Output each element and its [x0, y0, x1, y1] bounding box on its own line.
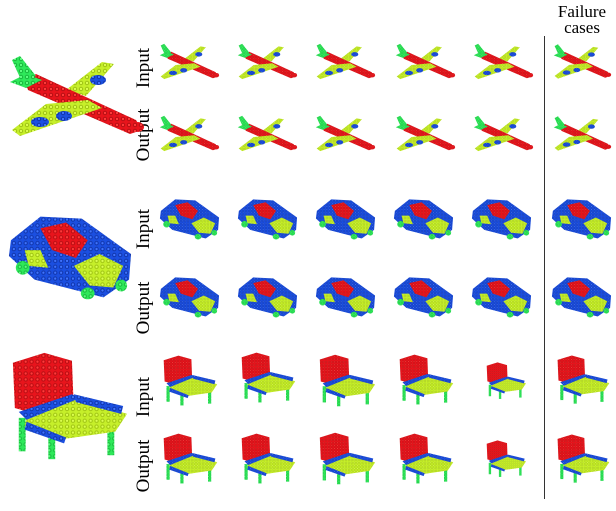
- airplane-output-thumb: [395, 115, 456, 152]
- chair-output-thumb: [163, 433, 218, 484]
- car-output-thumb: [237, 277, 298, 318]
- car-output-thumb: [159, 277, 220, 318]
- car-failure-output-thumb: [551, 277, 612, 318]
- chair-output-thumb: [486, 440, 526, 477]
- car-output-thumb: [315, 277, 376, 318]
- chair-input-thumb: [319, 354, 376, 407]
- chair-failure-output-thumb: [557, 434, 610, 483]
- car-input-thumb: [393, 199, 454, 240]
- car-input-thumb: [237, 199, 298, 240]
- car-output-thumb: [471, 277, 532, 318]
- failure-header-line1: Failure: [557, 2, 607, 21]
- airplane-failure-output-thumb: [553, 116, 612, 151]
- car-input-label: Input: [133, 208, 154, 250]
- chair-input-thumb: [486, 362, 526, 399]
- airplane-input-thumb: [315, 43, 376, 80]
- airplane-output-thumb: [473, 115, 534, 152]
- failure-cases-header: Failure cases: [548, 2, 616, 37]
- chair-output-thumb: [241, 433, 296, 484]
- airplane-input-thumb: [473, 43, 534, 80]
- airplane-output-thumb: [315, 115, 376, 152]
- airplane-output-thumb: [159, 115, 220, 152]
- chair-output-label: Output: [133, 439, 154, 493]
- chair-input-thumb: [399, 354, 454, 405]
- airplane-input-thumb: [159, 43, 220, 80]
- chair-output-thumb: [319, 432, 376, 485]
- failure-divider-line: [544, 36, 545, 499]
- car-point-cloud-icon: [8, 216, 132, 300]
- car-output-thumb: [393, 277, 454, 318]
- airplane-failure-input-thumb: [553, 44, 612, 79]
- airplane-output-thumb: [237, 115, 298, 152]
- airplane-input-thumb: [395, 43, 456, 80]
- chair-input-thumb: [163, 355, 218, 406]
- airplane-point-cloud-icon: [10, 56, 144, 136]
- chair-output-thumb: [399, 433, 454, 484]
- point-cloud-segmentation-figure: Failure cases Input Output Input Output …: [8, 2, 616, 499]
- chair-failure-input-thumb: [557, 355, 610, 404]
- chair-point-cloud-icon: [12, 352, 128, 460]
- airplane-input-thumb: [237, 43, 298, 80]
- car-input-thumb: [471, 199, 532, 240]
- chair-input-thumb: [241, 352, 296, 403]
- failure-header-line2: cases: [564, 18, 600, 37]
- car-output-label: Output: [133, 281, 154, 335]
- car-input-thumb: [159, 199, 220, 240]
- car-failure-input-thumb: [551, 199, 612, 240]
- car-input-thumb: [315, 199, 376, 240]
